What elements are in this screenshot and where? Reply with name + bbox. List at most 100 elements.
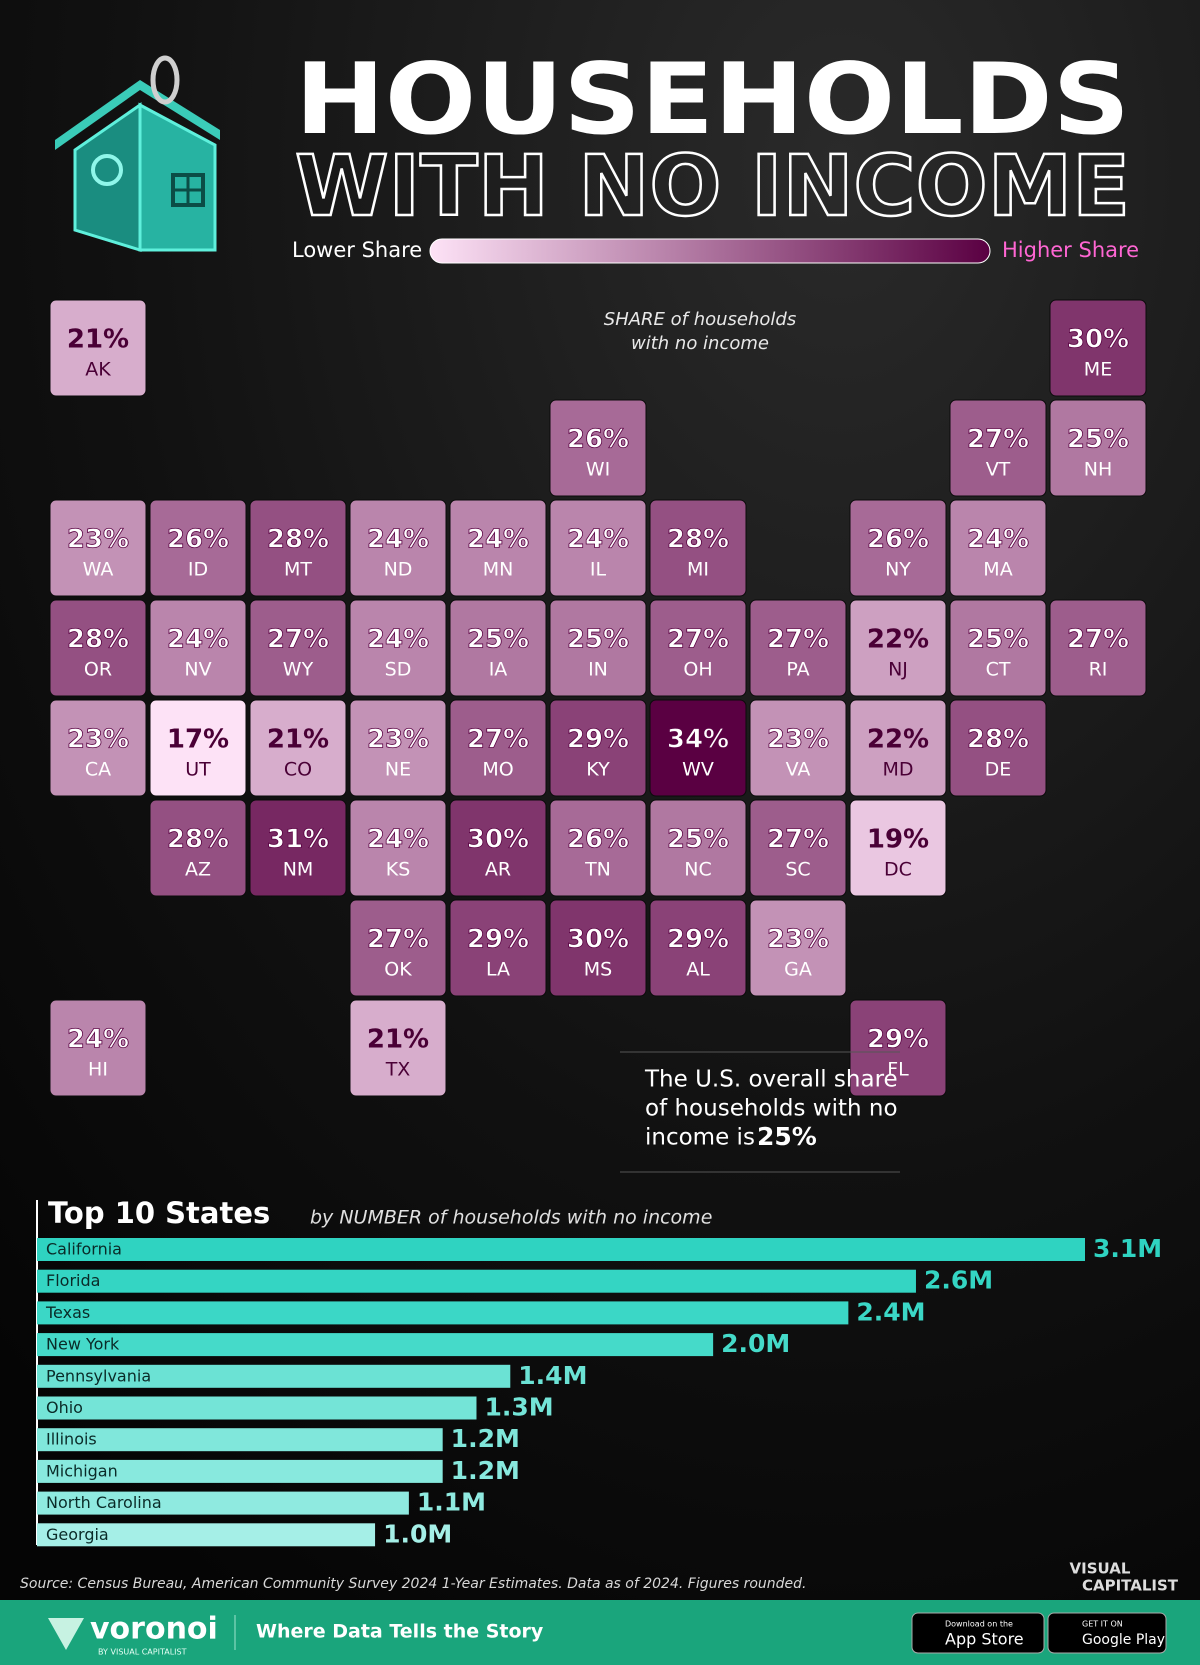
state-abbrev: ID [188,559,208,581]
state-share-label: 22% [867,725,929,755]
state-abbrev: TX [385,1059,411,1081]
state-share-label: 29% [867,1025,929,1055]
state-abbrev: MN [483,559,514,581]
bar-category-label: Michigan [46,1461,118,1480]
state-share-label: 29% [667,925,729,955]
state-share-label: 27% [667,625,729,655]
state-abbrev: DC [884,859,912,881]
appstore-small: Download on the [945,1620,1013,1629]
googleplay-badge[interactable] [1047,1612,1167,1654]
state-abbrev: AK [85,359,111,381]
state-tile [649,499,747,597]
bar [37,1491,409,1515]
bar [37,1428,443,1452]
brand: VISUAL [1070,1560,1131,1578]
appstore-badge[interactable] [911,1612,1045,1654]
state-abbrev: WY [283,659,314,681]
state-tile [849,599,947,697]
state-tile [849,999,947,1097]
bar [37,1238,1085,1261]
state-share-label: 26% [167,525,229,555]
google-label: Google Play [1082,1632,1165,1648]
state-share-label: 31% [267,825,329,855]
state-tile [1049,399,1147,497]
title: HOUSEHOLDS [295,43,1130,157]
state-tile [649,599,747,697]
appstore-label: App Store [945,1630,1024,1649]
state-tile [149,599,247,697]
bar-category-label: Texas [45,1303,90,1322]
state-abbrev: VT [986,459,1011,481]
state-tile [249,799,347,897]
state-tile [549,799,647,897]
state-share-label: 24% [567,525,629,555]
state-tile [49,299,147,397]
state-abbrev: WA [83,559,114,581]
state-abbrev: AZ [185,859,211,881]
state-abbrev: OR [84,659,112,681]
state-share-label: 21% [67,325,129,355]
footer: Source: Census Bureau, American Communit… [0,1560,1200,1665]
state-abbrev: AL [686,959,710,981]
state-share-label: 27% [767,825,829,855]
bar-chart-subtitle: by NUMBER of households with no income [310,1207,712,1229]
annotation: with no income [631,333,769,354]
state-share-label: 24% [67,1025,129,1055]
state-share-label: 22% [867,625,929,655]
bar-category-label: Florida [46,1271,100,1290]
state-tile [149,499,247,597]
state-share-label: 30% [467,825,529,855]
state-abbrev: UT [185,759,211,781]
state-share-label: 24% [367,525,429,555]
bar-chart: Top 10 States by NUMBER of households wit… [36,1196,1162,1548]
state-abbrev: OK [384,959,412,981]
state-share-label: 28% [267,525,329,555]
state-share-label: 29% [467,925,529,955]
state-tile [249,499,347,597]
state-abbrev: MD [882,759,913,781]
state-share-label: 30% [567,925,629,955]
state-abbrev: NY [885,559,911,581]
state-tile [549,399,647,497]
state-tile [849,699,947,797]
state-abbrev: HI [88,1059,108,1081]
state-abbrev: WI [586,459,610,481]
state-share-label: 27% [1067,625,1129,655]
state-share-label: 23% [67,525,129,555]
bar-category-label: California [46,1240,122,1259]
google-small: GET IT ON [1082,1620,1123,1629]
state-share-label: 23% [767,725,829,755]
bar-value-label: 1.1M [417,1488,486,1517]
state-tile [49,599,147,697]
state-abbrev: IA [489,659,508,681]
state-share-label: 34% [667,725,729,755]
state-abbrev: MT [284,559,312,581]
voronoi-wordmark: voronoi [90,1612,218,1647]
state-tile [349,799,447,897]
state-abbrev: IN [588,659,608,681]
state-share-label: 27% [267,625,329,655]
state-share-label: 27% [767,625,829,655]
state-abbrev: OH [683,659,712,681]
state-abbrev: WV [682,759,714,781]
bar-category-label: Ohio [46,1398,83,1417]
state-share-label: 28% [967,725,1029,755]
state-abbrev: NE [385,759,411,781]
state-tile [1049,299,1147,397]
state-share-label: 26% [567,425,629,455]
state-abbrev: TN [584,859,611,881]
state-tile [249,699,347,797]
bar-value-label: 1.3M [484,1393,553,1422]
state-share-label: 25% [1067,425,1129,455]
state-tile [449,499,547,597]
state-share-label: 27% [967,425,1029,455]
state-tile [649,699,747,797]
state-abbrev: SC [785,859,810,881]
legend-low-label: Lower Share [292,238,422,262]
state-tile [549,499,647,597]
state-tile [749,899,847,997]
state-tile [1049,599,1147,697]
voronoi-logo [48,1618,84,1650]
state-share-label: 19% [867,825,929,855]
